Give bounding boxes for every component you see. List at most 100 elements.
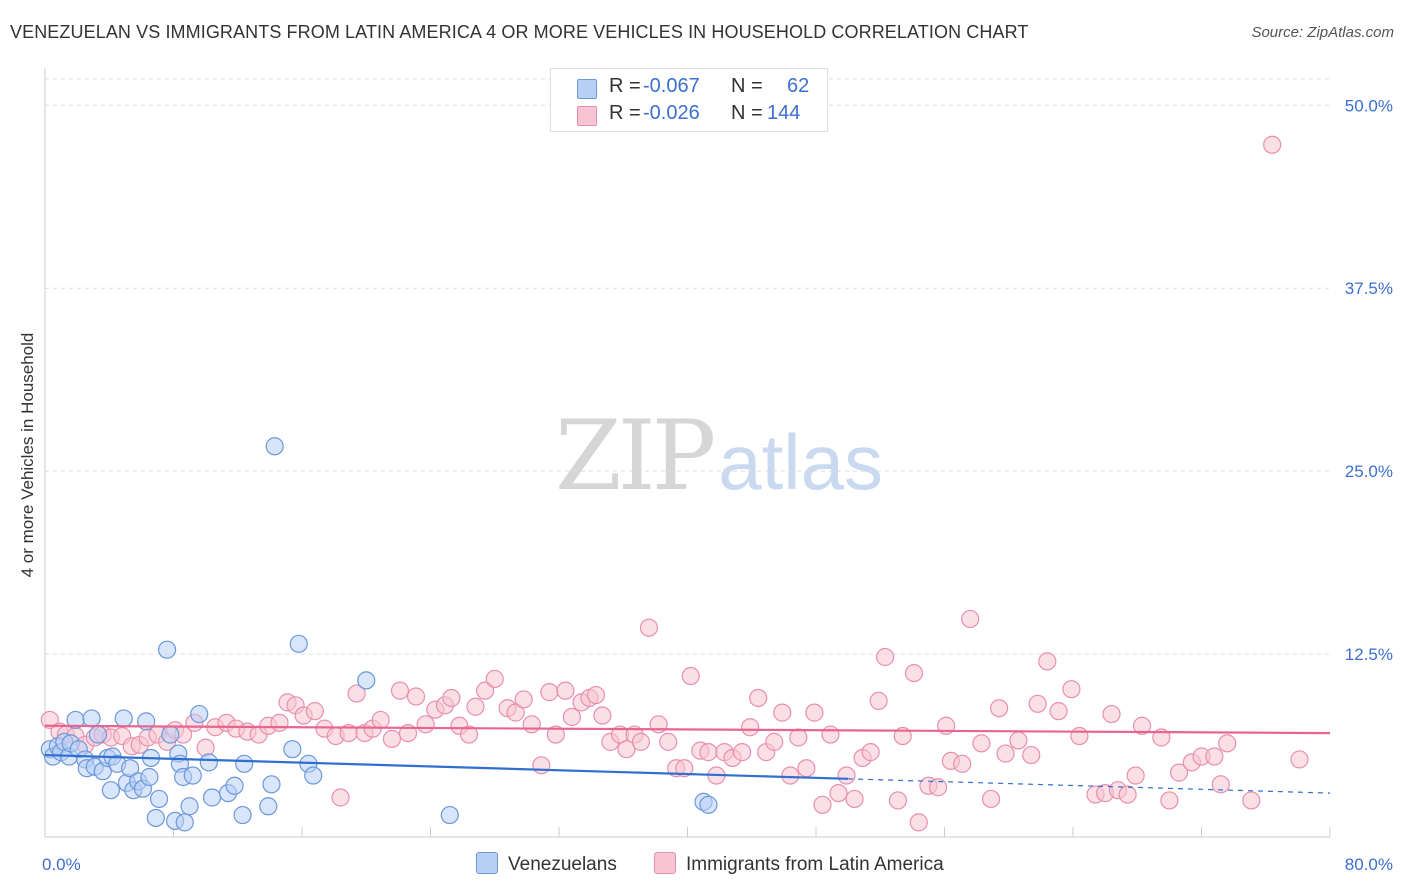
watermark-atlas: atlas <box>718 418 883 506</box>
immigrant-point <box>869 691 888 710</box>
immigrant-point <box>196 738 215 757</box>
immigrant-point <box>1211 775 1230 794</box>
immigrant-point <box>1132 716 1152 735</box>
venezuelan-point <box>283 740 302 759</box>
immigrant-point <box>1242 791 1261 810</box>
immigrant-point <box>972 734 991 753</box>
immigrant-point <box>953 754 972 773</box>
immigrant-point <box>1038 652 1057 671</box>
venezuelan-point <box>175 813 194 832</box>
immigrant-point <box>789 728 808 747</box>
immigrant-trend-line <box>44 724 1331 735</box>
immigrant-point <box>347 684 366 703</box>
bottom-legend-swatch-pink <box>654 852 676 874</box>
legend-n-value: 144 <box>767 102 801 124</box>
venezuelan-trend-extension <box>848 778 1331 794</box>
immigrant-point <box>459 725 479 744</box>
immigrant-point <box>996 744 1015 763</box>
source-label: Source: ZipAtlas.com <box>1251 24 1394 41</box>
immigrant-point <box>904 663 924 683</box>
venezuelan-point <box>121 759 140 778</box>
immigrant-point <box>546 725 565 744</box>
immigrant-point <box>981 789 1001 809</box>
legend-r-value: -0.026 <box>643 102 700 124</box>
immigrant-point <box>699 743 718 762</box>
venezuelan-point <box>183 766 202 785</box>
y-tick-label: 50.0% <box>1345 96 1393 115</box>
immigrant-point <box>961 609 980 629</box>
immigrant-point <box>861 743 880 762</box>
venezuelan-point <box>202 788 222 807</box>
immigrant-point <box>821 725 840 744</box>
immigrant-point <box>1169 763 1189 782</box>
immigrant-point <box>586 685 606 705</box>
immigrant-point <box>1102 704 1121 724</box>
immigrant-point <box>485 669 504 689</box>
venezuelan-point <box>101 781 120 800</box>
x-tick-label: 0.0% <box>42 855 81 874</box>
immigrant-point <box>733 743 752 762</box>
immigrant-point <box>990 699 1009 718</box>
immigrant-point <box>631 732 651 751</box>
immigrant-point <box>681 666 700 686</box>
immigrant-point <box>1218 734 1237 753</box>
venezuelan-point <box>265 437 284 456</box>
y-tick-label: 37.5% <box>1345 279 1393 298</box>
x-tick-label: 80.0% <box>1345 855 1393 874</box>
watermark: ZIPatlas <box>555 400 883 512</box>
immigrant-point <box>476 681 495 700</box>
venezuelan-point <box>262 775 281 794</box>
legend-r-label: R = <box>609 75 641 97</box>
immigrant-point <box>639 618 659 637</box>
venezuelan-point <box>82 709 101 728</box>
bottom-legend-venezuelans[interactable]: Venezuelans <box>476 852 617 876</box>
venezuelan-point <box>699 795 718 814</box>
immigrant-point <box>909 813 928 832</box>
immigrant-point <box>1028 694 1047 713</box>
immigrant-point <box>888 791 908 810</box>
legend-r-value: -0.067 <box>643 75 700 97</box>
immigrant-point <box>1160 791 1179 810</box>
immigrant-point <box>382 729 402 749</box>
immigrant-point <box>1126 766 1145 785</box>
immigrant-point <box>781 766 800 785</box>
venezuelan-point <box>146 808 165 828</box>
immigrant-point <box>40 710 59 730</box>
immigrant-point <box>675 759 694 778</box>
venezuelan-point <box>235 754 254 773</box>
immigrant-point <box>813 795 832 814</box>
venezuelan-point <box>149 789 169 809</box>
immigrant-point <box>1118 785 1137 804</box>
venezuelan-point <box>88 725 108 744</box>
immigrant-point <box>659 732 678 751</box>
immigrant-point <box>928 778 948 797</box>
immigrant-point <box>1070 726 1089 746</box>
legend-r-label: R = <box>609 102 641 124</box>
immigrant-point <box>371 710 390 730</box>
immigrant-point <box>331 788 350 807</box>
immigrant-point <box>1263 135 1282 154</box>
chart-title: VENEZUELAN VS IMMIGRANTS FROM LATIN AMER… <box>10 22 1029 42</box>
immigrant-point <box>532 756 551 775</box>
immigrant-point <box>466 697 485 716</box>
immigrant-point <box>406 687 426 706</box>
immigrant-point <box>1022 745 1041 765</box>
immigrant-point <box>1062 680 1081 699</box>
immigrant-point <box>593 706 612 725</box>
immigrant-point <box>556 681 575 700</box>
immigrant-point <box>1049 702 1068 721</box>
immigrant-point <box>270 713 289 732</box>
bottom-legend-label: Immigrants from Latin America <box>686 854 944 875</box>
immigrant-point <box>506 703 525 722</box>
venezuelan-point <box>199 753 218 772</box>
legend-row-venezuelans: R = -0.067 N = 62 <box>551 75 827 101</box>
immigrant-point <box>522 715 541 734</box>
immigrant-point <box>416 715 435 734</box>
venezuelan-point <box>225 776 244 795</box>
bottom-legend-swatch-blue <box>476 852 498 874</box>
legend-n-label: N = <box>731 102 763 124</box>
legend-row-immigrants: R = -0.026 N = 144 <box>551 102 827 128</box>
bottom-legend-immigrants[interactable]: Immigrants from Latin America <box>654 852 944 876</box>
immigrant-point <box>749 688 768 708</box>
